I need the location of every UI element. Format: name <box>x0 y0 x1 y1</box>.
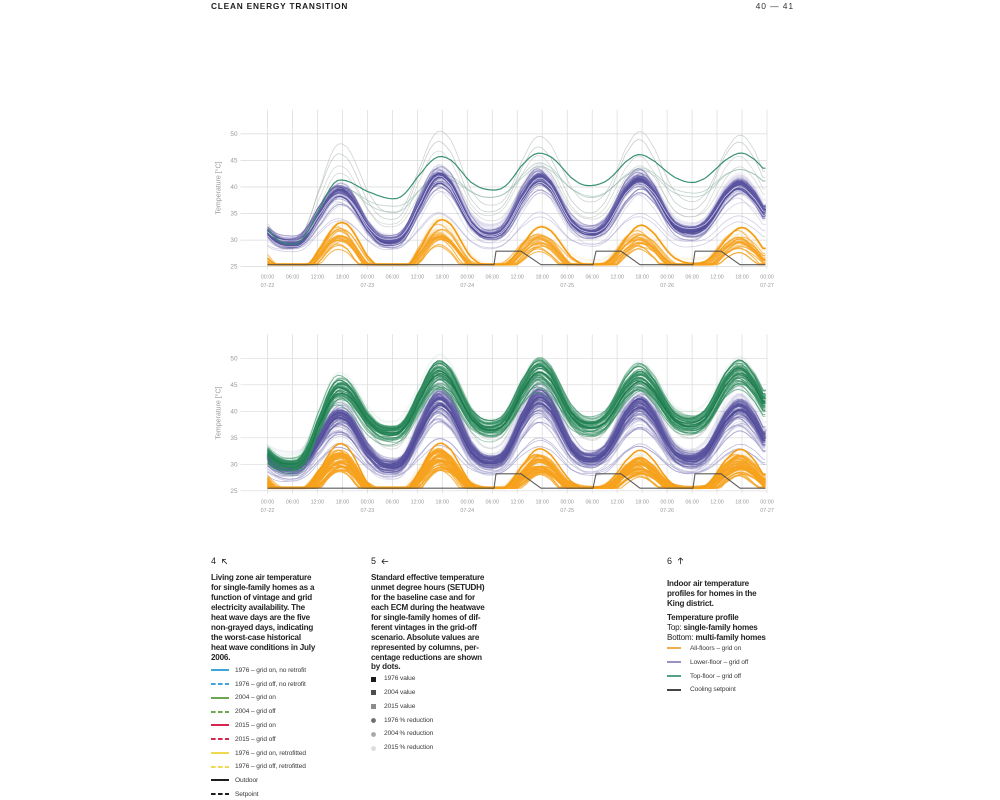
svg-text:30: 30 <box>230 461 238 468</box>
svg-text:18:00: 18:00 <box>336 500 350 506</box>
svg-text:50: 50 <box>230 131 238 138</box>
svg-text:25: 25 <box>230 488 238 495</box>
svg-text:06:00: 06:00 <box>685 500 699 506</box>
svg-text:00:00: 00:00 <box>461 500 475 506</box>
svg-text:00:00: 00:00 <box>461 275 475 281</box>
svg-text:07-24: 07-24 <box>460 508 474 514</box>
svg-text:07-22: 07-22 <box>261 283 275 289</box>
svg-text:07-26: 07-26 <box>660 283 674 289</box>
svg-text:07-27: 07-27 <box>760 283 774 289</box>
svg-text:06:00: 06:00 <box>685 275 699 281</box>
svg-text:35: 35 <box>230 211 238 218</box>
svg-text:06:00: 06:00 <box>386 500 400 506</box>
svg-text:18:00: 18:00 <box>635 275 649 281</box>
svg-text:12:00: 12:00 <box>610 275 624 281</box>
svg-text:00:00: 00:00 <box>361 275 375 281</box>
svg-text:07-25: 07-25 <box>560 283 574 289</box>
svg-text:00:00: 00:00 <box>660 275 674 281</box>
svg-text:12:00: 12:00 <box>510 275 524 281</box>
svg-text:18:00: 18:00 <box>436 500 450 506</box>
svg-text:00:00: 00:00 <box>760 500 774 506</box>
svg-text:00:00: 00:00 <box>560 275 574 281</box>
svg-text:12:00: 12:00 <box>411 275 425 281</box>
svg-text:18:00: 18:00 <box>336 275 350 281</box>
svg-text:06:00: 06:00 <box>585 275 599 281</box>
svg-text:40: 40 <box>230 408 238 415</box>
svg-text:07-24: 07-24 <box>460 283 474 289</box>
svg-text:Temperature [°C]: Temperature [°C] <box>215 161 223 214</box>
svg-text:12:00: 12:00 <box>610 500 624 506</box>
svg-text:18:00: 18:00 <box>436 275 450 281</box>
svg-text:12:00: 12:00 <box>411 500 425 506</box>
svg-text:18:00: 18:00 <box>535 275 549 281</box>
svg-text:50: 50 <box>230 355 238 362</box>
svg-text:18:00: 18:00 <box>635 500 649 506</box>
svg-text:18:00: 18:00 <box>535 500 549 506</box>
svg-text:07-22: 07-22 <box>261 508 275 514</box>
svg-text:12:00: 12:00 <box>311 500 325 506</box>
svg-text:40: 40 <box>230 184 238 191</box>
svg-text:07-27: 07-27 <box>760 508 774 514</box>
svg-text:12:00: 12:00 <box>710 500 724 506</box>
svg-text:07-26: 07-26 <box>660 508 674 514</box>
svg-text:45: 45 <box>230 158 238 165</box>
svg-text:06:00: 06:00 <box>286 500 300 506</box>
svg-text:45: 45 <box>230 382 238 389</box>
svg-text:25: 25 <box>230 264 238 271</box>
svg-text:06:00: 06:00 <box>585 500 599 506</box>
svg-text:18:00: 18:00 <box>735 500 749 506</box>
svg-text:06:00: 06:00 <box>286 275 300 281</box>
svg-text:12:00: 12:00 <box>710 275 724 281</box>
svg-text:00:00: 00:00 <box>261 275 275 281</box>
svg-text:00:00: 00:00 <box>760 275 774 281</box>
svg-text:06:00: 06:00 <box>486 275 500 281</box>
svg-text:12:00: 12:00 <box>311 275 325 281</box>
svg-text:18:00: 18:00 <box>735 275 749 281</box>
svg-text:00:00: 00:00 <box>560 500 574 506</box>
svg-text:30: 30 <box>230 237 238 244</box>
svg-text:00:00: 00:00 <box>261 500 275 506</box>
svg-text:06:00: 06:00 <box>486 500 500 506</box>
svg-text:07-23: 07-23 <box>361 508 375 514</box>
svg-text:07-23: 07-23 <box>361 283 375 289</box>
svg-text:00:00: 00:00 <box>660 500 674 506</box>
svg-text:06:00: 06:00 <box>386 275 400 281</box>
svg-text:00:00: 00:00 <box>361 500 375 506</box>
svg-text:12:00: 12:00 <box>510 500 524 506</box>
svg-text:35: 35 <box>230 435 238 442</box>
svg-text:Temperature [°C]: Temperature [°C] <box>215 386 223 439</box>
svg-text:07-25: 07-25 <box>560 508 574 514</box>
